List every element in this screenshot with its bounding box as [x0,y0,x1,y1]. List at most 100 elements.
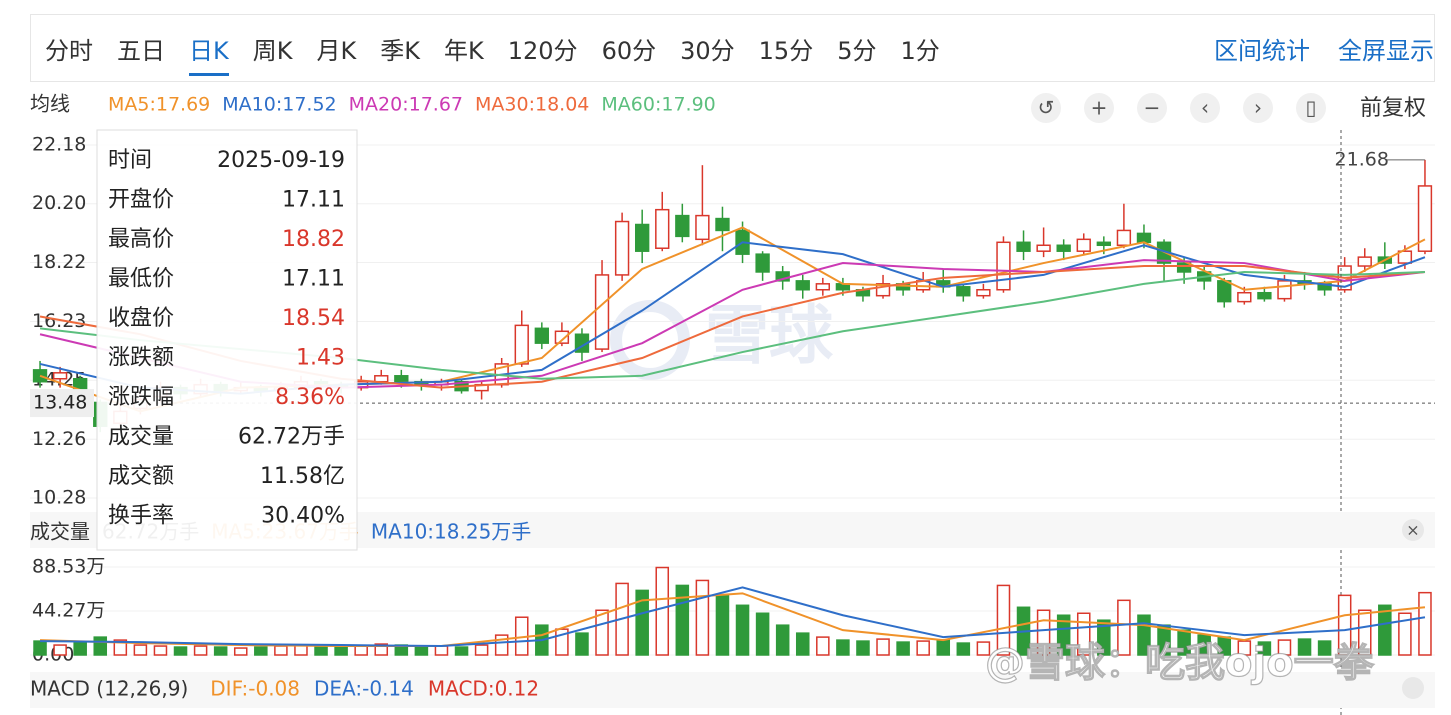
period-tab[interactable]: 60分 [601,36,657,65]
period-tab[interactable]: 分时 [45,36,93,65]
volume-bar [354,645,368,656]
candle-body [875,283,891,297]
volume-bar [1097,619,1111,656]
volume-bar [1317,640,1332,656]
tooltip-value: 1.43 [296,346,345,371]
candle-body [815,283,830,291]
close-button[interactable] [1402,519,1424,541]
candle-body [655,208,670,249]
volume-bar [113,639,128,656]
legend-entry: MA60:17.90 [601,94,715,116]
candle-body [52,372,68,380]
tooltip-value: 18.54 [282,306,345,331]
volume-bar [434,645,449,656]
candle-body [795,280,810,291]
chart-control[interactable] [1243,93,1273,123]
period-tab[interactable]: 120分 [507,36,578,65]
volume-bar [735,604,750,656]
volume-bar [816,636,830,656]
volume-bar [1378,604,1392,656]
period-tab[interactable]: 30分 [680,36,735,65]
close-icon: × [1406,521,1419,540]
volume-bar [374,643,389,656]
volume-bar [595,609,609,656]
legend-entry: MA10:17.52 [222,94,336,116]
tooltip-label: 收盘价 [108,306,174,331]
volume-bar [715,594,730,656]
period-tab[interactable]: 15分 [758,36,814,65]
volume-bar [233,647,248,656]
legend-entry: MACD:0.12 [428,677,539,701]
volume-bar [1398,612,1412,656]
chart-control-icon: ▯ [1305,96,1316,120]
tooltip-label: 开盘价 [108,188,174,213]
tooltip-value: 17.11 [282,267,345,292]
candle-body [514,324,529,365]
tooltip-value: 11.58亿 [260,464,345,489]
tooltip: 时间 2025-09-19 开盘价 17.11 最高价 18.82 最低价 17.11 收盘价 1… [96,129,358,551]
chart-control[interactable] [1190,93,1220,123]
macd-title: MACD (12,26,9) [30,677,188,701]
close-button[interactable] [1402,677,1424,699]
crosshair-label: 13.48 [33,392,87,414]
chart-control-icon: − [1144,96,1161,120]
period-tab[interactable]: 1分 [900,36,940,65]
tooltip-label: 时间 [108,148,152,173]
period-tab[interactable]: 季K [380,36,420,65]
chart-control-icon: › [1254,96,1262,120]
tooltip-label: 最高价 [108,227,174,252]
volume-bar [896,641,910,656]
chart-control[interactable] [1084,93,1114,123]
volume-bar [193,645,208,656]
volume-bar [213,646,228,656]
volume-bar [1277,639,1292,656]
period-tab[interactable]: 年K [444,36,484,65]
macd-header-bg [30,672,1435,708]
legend-entry: DEA:-0.14 [314,677,414,701]
candle-body [1237,291,1252,303]
chart-control[interactable] [1137,93,1167,123]
tooltip-value: 2025-09-19 [217,148,345,173]
toolbar-action[interactable]: 区间统计 [1214,36,1310,65]
adjust-mode[interactable]: 前复权 [1360,96,1426,121]
volume-bar [334,646,348,656]
chart-control[interactable] [1296,93,1326,123]
volume-bar [795,632,810,656]
volume-bar [575,632,589,656]
tooltip-label: 成交额 [108,464,174,489]
volume-ma-line [40,586,1426,648]
legend-entry: MA5:17.69 [108,94,210,116]
volume-bar [996,584,1011,656]
period-tab[interactable]: 5分 [837,36,877,65]
tooltip-label: 涨跌幅 [108,385,174,410]
candle-body [1116,229,1132,247]
period-tab[interactable]: 五日 [117,36,165,65]
volume-ma-line [40,592,1426,648]
chart-control-icon: ↺ [1038,96,1055,120]
candle-body [394,375,409,383]
y-tick-label: 22.18 [32,134,86,156]
candle-body [1096,241,1111,247]
crosshair-label-bg [30,389,94,418]
candle-body [1357,256,1372,267]
tooltip-label: 涨跌额 [108,346,174,371]
volume-bar [1117,599,1131,656]
volume-bar [1418,591,1432,656]
chart-control[interactable] [1031,93,1061,123]
candle-body [1056,244,1071,252]
candle-body [996,241,1011,291]
legend-entry: MA30:18.04 [475,94,589,116]
y-tick-label: 12.26 [32,428,86,450]
volume-bar [1297,638,1312,656]
volume-bar [775,624,790,656]
period-toolbar: 分时 五日 日K 周K 月K 季K 年K 120分 60分 30分 15分 5分 1分 区间统计 全屏显示 [30,14,1435,82]
period-tab[interactable]: 日K [189,21,229,76]
candle-body [1176,262,1192,273]
y-tick-label: 44.27万 [32,599,105,621]
candle-body [1417,185,1433,252]
volume-legend: 成交量 [30,520,90,544]
legend-entry: MA20:17.67 [349,94,463,116]
period-tab[interactable]: 周K [252,36,293,65]
period-tab[interactable]: 月K [316,36,357,65]
toolbar-action[interactable]: 全屏显示 [1338,36,1434,65]
